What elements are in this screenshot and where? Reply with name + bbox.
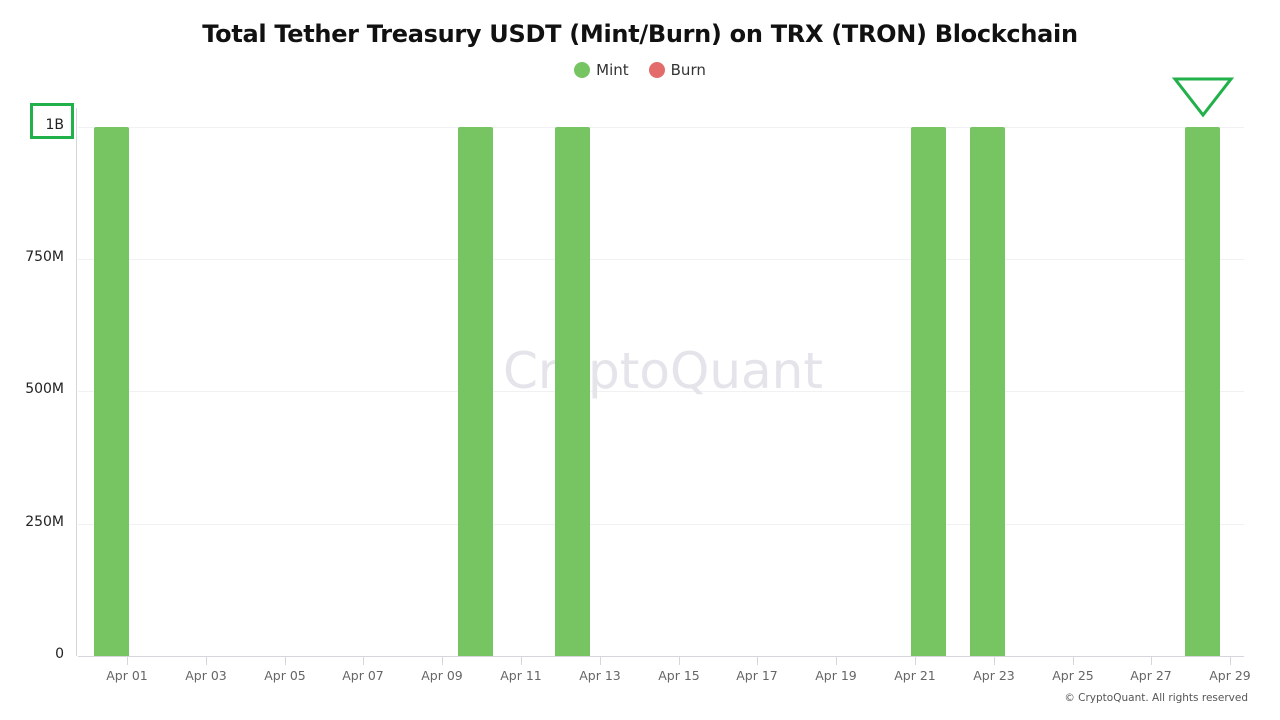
gridline-1b — [78, 127, 1244, 128]
y-tick-label: 1B — [45, 117, 64, 133]
chart-legend: Mint Burn — [0, 61, 1280, 79]
x-tick — [600, 657, 601, 665]
x-axis-line — [78, 656, 1244, 657]
x-tick-label: Apr 09 — [421, 668, 463, 683]
down-triangle-marker-icon — [1172, 77, 1234, 118]
bar-mint-apr28[interactable] — [1185, 127, 1220, 656]
x-tick-label: Apr 29 — [1209, 668, 1251, 683]
x-tick — [442, 657, 443, 665]
x-tick — [679, 657, 680, 665]
x-tick — [1073, 657, 1074, 665]
x-tick — [521, 657, 522, 665]
bar-mint-apr23[interactable] — [970, 127, 1005, 656]
x-tick — [915, 657, 916, 665]
x-tick — [836, 657, 837, 665]
burn-dot-icon — [648, 62, 665, 78]
y-axis-line — [76, 108, 77, 656]
bar-mint-apr21[interactable] — [911, 127, 946, 656]
x-tick — [363, 657, 364, 665]
x-tick-label: Apr 19 — [815, 668, 857, 683]
x-tick-label: Apr 03 — [185, 668, 227, 683]
x-tick — [127, 657, 128, 665]
bar-mint-apr12[interactable] — [555, 127, 590, 656]
x-tick — [994, 657, 995, 665]
x-tick-label: Apr 21 — [894, 668, 936, 683]
gridline-250m — [78, 524, 1244, 525]
y-tick-label: 750M — [25, 249, 64, 265]
x-tick-label: Apr 13 — [579, 668, 621, 683]
x-tick-label: Apr 25 — [1052, 668, 1094, 683]
gridline-500m — [78, 391, 1244, 392]
chart-title: Total Tether Treasury USDT (Mint/Burn) o… — [202, 20, 1078, 48]
mint-dot-icon — [574, 62, 591, 78]
x-tick-label: Apr 27 — [1130, 668, 1172, 683]
y-tick-label: 250M — [25, 514, 64, 530]
legend-item-burn[interactable]: Burn — [648, 61, 706, 79]
x-tick-label: Apr 15 — [658, 668, 700, 683]
x-tick-label: Apr 07 — [342, 668, 384, 683]
y-tick-label: 0 — [55, 646, 64, 662]
bar-mint-apr10[interactable] — [458, 127, 493, 656]
highlight-box-1b — [30, 103, 74, 139]
x-tick — [206, 657, 207, 665]
x-tick — [1151, 657, 1152, 665]
x-tick-label: Apr 23 — [973, 668, 1015, 683]
x-tick-label: Apr 01 — [106, 668, 148, 683]
bar-mint-apr01[interactable] — [94, 127, 129, 656]
gridline-750m — [78, 259, 1244, 260]
x-tick — [285, 657, 286, 665]
y-tick-label: 500M — [25, 381, 64, 397]
legend-label-burn: Burn — [670, 61, 706, 79]
x-tick-label: Apr 11 — [500, 668, 542, 683]
x-tick — [757, 657, 758, 665]
legend-item-mint[interactable]: Mint — [574, 61, 629, 79]
legend-label-mint: Mint — [596, 61, 629, 79]
x-tick-label: Apr 05 — [264, 668, 306, 683]
copyright-notice: © CryptoQuant. All rights reserved — [1064, 692, 1248, 704]
x-tick-label: Apr 17 — [736, 668, 778, 683]
x-tick — [1230, 657, 1231, 665]
